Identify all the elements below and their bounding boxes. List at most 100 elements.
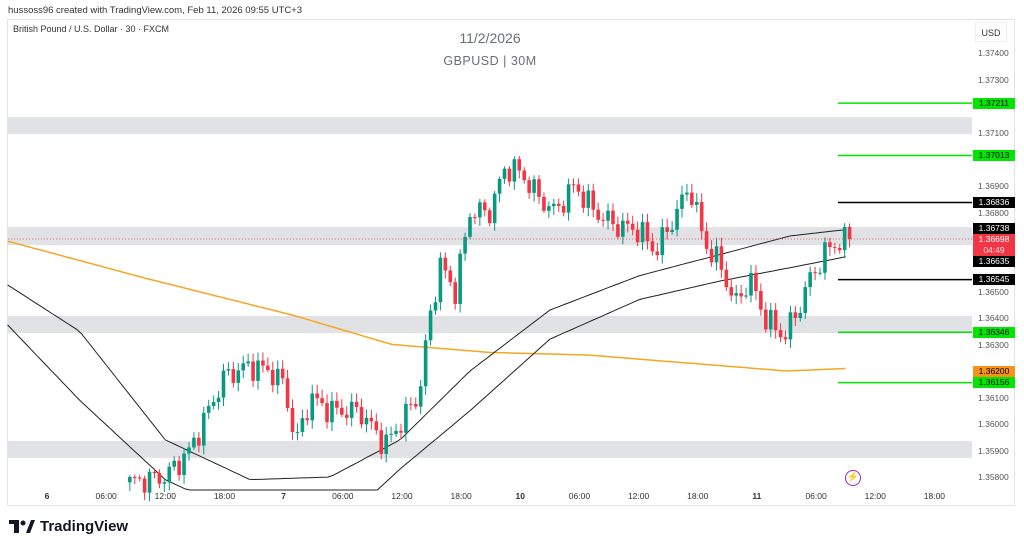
candle-body [197,437,201,446]
candle-body [744,295,748,297]
candle-body [418,386,423,407]
candle-body [803,287,808,313]
candle-body [655,251,660,256]
candle-body [818,272,822,274]
candle-body [507,168,512,182]
price-tick: 1.36800 [978,207,1009,218]
candle-body [261,360,265,366]
candle-body [226,369,231,371]
candle-body [734,293,739,296]
candle-body [517,159,522,171]
candle-body [783,337,788,340]
candle-body [310,393,315,421]
candle-body [714,246,719,263]
zones [8,117,972,458]
candle-body [542,196,546,211]
time-tick: 12:00 [154,491,176,501]
candle-body [823,242,827,273]
candle-body [537,179,541,197]
tradingview-logo[interactable]: TradingView [9,518,128,535]
candle-body [473,217,477,219]
time-tick: 18:00 [923,491,946,501]
price-tick: 1.36300 [978,339,1009,350]
candle-body [749,272,753,296]
candle-body [369,417,374,422]
bar-countdown: 04:49 [983,245,1005,256]
candle-body [206,406,211,413]
price-tick: 1.35800 [978,472,1009,482]
tv-logo-icon [9,519,35,533]
time-tick: 12:00 [627,491,650,501]
price-tick: 1.36400 [978,313,1009,323]
level-price-tag: 1.36836 [973,196,1015,208]
candle-body [201,412,206,446]
currency-label[interactable]: USD [975,22,1007,42]
candle-body [340,407,344,415]
candle-body [576,184,581,192]
candle-body [778,330,783,338]
candle-body [793,312,798,319]
candle-body [344,414,349,418]
candle-body [665,227,669,232]
current-price-tag: 1.36698 04:49 [973,234,1015,257]
candle-body [428,310,433,341]
candle-body [433,302,438,311]
candle-body [359,407,364,425]
candle-body [719,246,724,270]
candle-body [152,471,157,474]
price-tick: 1.37400 [978,48,1009,58]
candle-body [729,287,734,296]
candle-body [325,403,329,423]
candle-body [739,293,743,297]
level-price-tag: 1.37013 [973,150,1015,162]
candle-body [487,210,492,224]
candle-body [522,170,527,181]
candle-body [788,312,793,340]
candle-body [759,290,763,310]
candle-body [813,272,817,274]
candle-body [690,192,694,205]
symbol-title[interactable]: British Pound / U.S. Dollar · 30 · FXCM [13,24,170,34]
candle-body [192,437,196,448]
time-tick: 7 [281,491,286,501]
candle-body [556,203,561,206]
candle-body [532,179,536,193]
candle-body [798,312,803,319]
candles [128,156,852,502]
candle-body [167,466,172,483]
candle-body [552,203,556,207]
candle-body [275,368,280,386]
candle-body [502,168,507,179]
candle-body [625,220,630,224]
band-price-tag: 1.36635 [973,256,1015,268]
lightning-icon[interactable]: ⚡ [845,470,861,486]
candle-body [478,202,482,218]
candle-body [374,421,379,431]
zone-band [8,440,972,458]
candle-body [808,272,812,288]
candle-body [561,205,566,213]
candle-body [147,471,152,493]
candle-body [379,430,384,454]
candle-body [566,184,571,213]
ma-price-tag: 1.36200 [973,365,1015,377]
band-price-tag: 1.36738 [973,222,1015,234]
candle-body [315,393,319,399]
price-tick: 1.36100 [978,392,1009,403]
candle-body [635,229,640,243]
candle-body [137,477,142,479]
candle-body [606,210,610,221]
candle-body [221,370,226,398]
candle-body [453,282,458,304]
candle-body [837,247,842,251]
price-tick: 1.37300 [978,74,1009,85]
candle-body [547,206,551,211]
candle-body [645,222,650,242]
candle-body [847,226,852,240]
candle-body [211,402,216,407]
candle-body [640,222,645,243]
candle-body [128,477,132,483]
candle-body [409,403,413,405]
candle-body [616,224,620,237]
